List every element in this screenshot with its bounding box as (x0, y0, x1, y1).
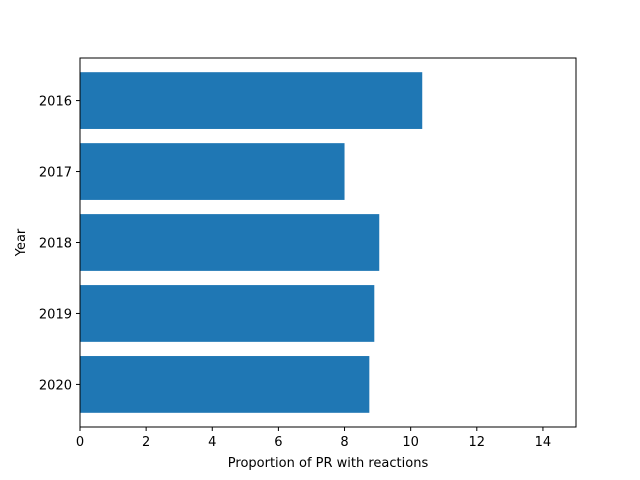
x-tick-label: 6 (274, 435, 282, 450)
plot-frame (79, 57, 577, 428)
x-tick-label: 8 (340, 435, 348, 450)
y-tick-label: 2019 (39, 307, 72, 322)
y-axis-label: Year (14, 228, 29, 257)
x-axis-label: Proportion of PR with reactions (228, 456, 429, 471)
y-tick-label: 2020 (39, 378, 72, 393)
bar-2020 (80, 356, 370, 413)
bar-series (80, 72, 423, 413)
x-tick-label: 14 (535, 435, 552, 450)
x-tick-label: 2 (142, 435, 150, 450)
x-axis-ticks: 0 2 4 6 8 10 12 14 (76, 427, 551, 450)
x-tick-label: 10 (402, 435, 419, 450)
x-tick-label: 4 (208, 435, 216, 450)
bar-2019 (80, 285, 375, 342)
bar-2017 (80, 143, 345, 200)
x-tick-label: 12 (469, 435, 486, 450)
y-tick-label: 2018 (39, 237, 72, 252)
y-tick-label: 2016 (39, 95, 72, 110)
y-axis-ticks: 2016 2017 2018 2019 2020 (39, 95, 80, 393)
y-tick-label: 2017 (39, 166, 72, 181)
bar-2016 (80, 72, 423, 129)
x-tick-label: 0 (76, 435, 84, 450)
bar-2018 (80, 214, 380, 271)
